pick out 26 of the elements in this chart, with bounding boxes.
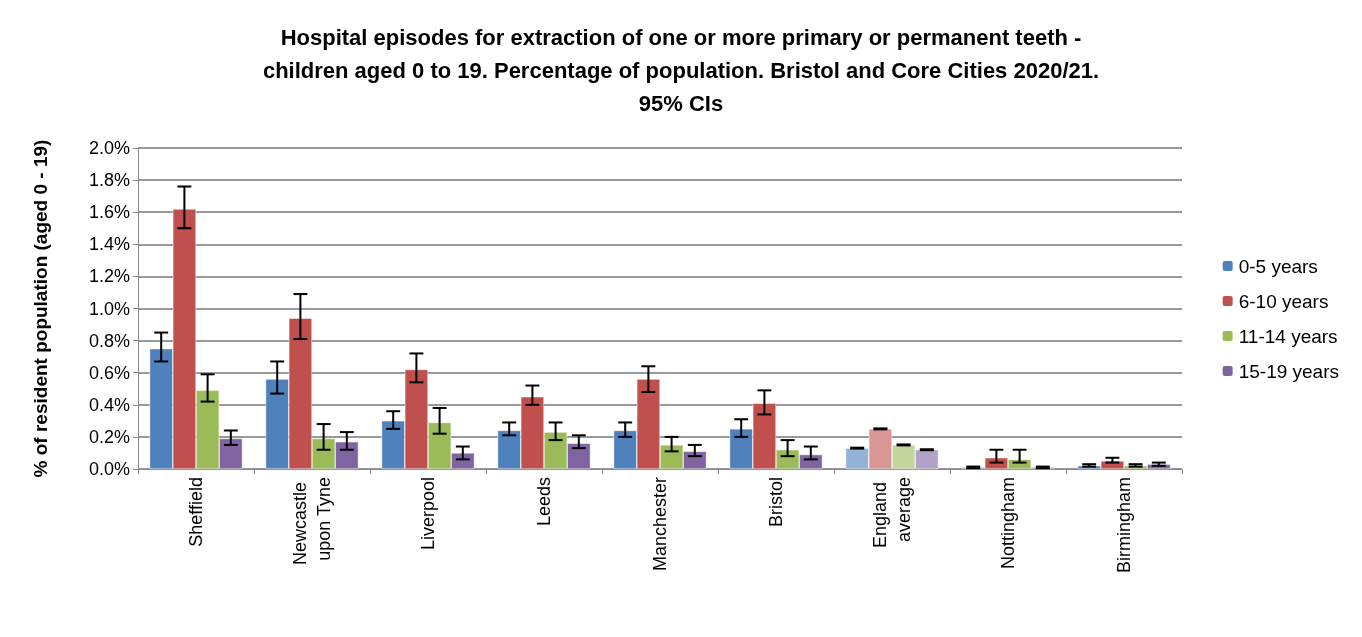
x-tick-label: Leeds <box>534 477 554 527</box>
y-tick-label: 2.0% <box>88 138 130 158</box>
legend-label: 6-10 years <box>1238 290 1329 312</box>
legend-label: 0-5 years <box>1238 255 1318 277</box>
y-tick-label: 1.6% <box>88 202 130 223</box>
x-tick-label: Liverpool <box>418 477 438 551</box>
y-tick-label: 1.8% <box>88 170 130 191</box>
legend-label: 11-14 years <box>1238 325 1338 347</box>
y-tick-label: 1.0% <box>88 298 130 319</box>
y-axis-title: % of resident population (aged 0 - 19) <box>30 139 51 478</box>
x-tick-label: England average <box>870 477 914 549</box>
y-tick-label: 0.4% <box>88 394 130 415</box>
y-tick-label: 0.6% <box>88 362 130 383</box>
y-tick-label: 0.0% <box>88 459 130 479</box>
x-tick-label: Sheffield <box>186 477 206 547</box>
y-tick-label: 1.4% <box>88 234 130 255</box>
y-tick-label: 0.8% <box>88 330 130 351</box>
chart-title: Hospital episodes for extraction of one or more primary or permanent teeth - children aged 0 to 19. Percentage of population. Bristol and Core Cities 2020/21. 95% CIs <box>262 25 1100 116</box>
y-tick-label: 1.2% <box>88 266 130 287</box>
x-tick-label: Bristol <box>766 477 786 528</box>
y-tick-label: 0.2% <box>88 426 130 447</box>
x-tick-label: Newcastle upon Tyne <box>290 477 334 566</box>
x-tick-label: Manchester <box>650 477 670 572</box>
legend-label: 15-19 years <box>1238 360 1340 382</box>
x-tick-label: Nottingham <box>998 477 1018 570</box>
x-tick-label: Birmingham <box>1114 477 1134 574</box>
